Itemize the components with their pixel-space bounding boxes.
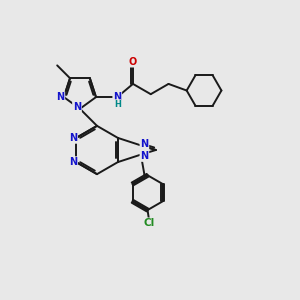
- Text: N: N: [140, 151, 148, 161]
- Text: Cl: Cl: [143, 218, 155, 228]
- Text: N: N: [69, 133, 77, 143]
- Text: N: N: [73, 102, 81, 112]
- Text: N: N: [69, 157, 77, 167]
- Text: H: H: [114, 100, 121, 109]
- Text: N: N: [140, 139, 148, 149]
- Text: O: O: [129, 57, 137, 67]
- Text: N: N: [56, 92, 64, 102]
- Text: N: N: [113, 92, 121, 101]
